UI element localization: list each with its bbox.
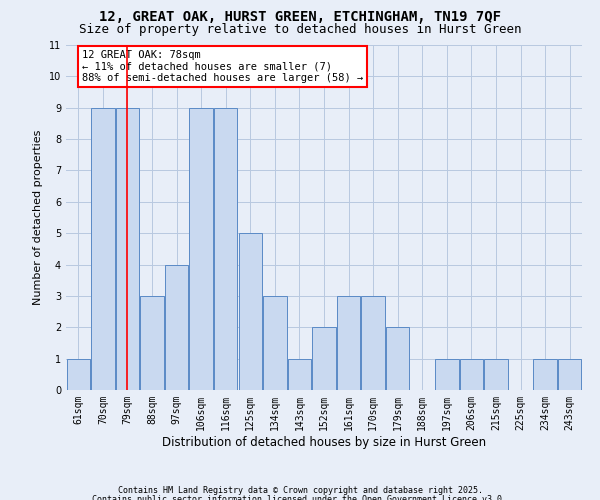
Bar [460,358,483,390]
Bar [288,358,311,390]
Bar [361,296,385,390]
Text: Contains public sector information licensed under the Open Government Licence v3: Contains public sector information licen… [92,495,508,500]
Bar [140,296,164,390]
Bar [337,296,360,390]
Y-axis label: Number of detached properties: Number of detached properties [34,130,43,305]
Bar [386,328,409,390]
Bar [533,358,557,390]
Bar [484,358,508,390]
Bar [435,358,458,390]
Text: Contains HM Land Registry data © Crown copyright and database right 2025.: Contains HM Land Registry data © Crown c… [118,486,482,495]
Bar [313,328,335,390]
Bar [190,108,213,390]
Bar [263,296,287,390]
Bar [214,108,238,390]
Bar [116,108,139,390]
Bar [67,358,90,390]
Text: 12, GREAT OAK, HURST GREEN, ETCHINGHAM, TN19 7QF: 12, GREAT OAK, HURST GREEN, ETCHINGHAM, … [99,10,501,24]
Bar [558,358,581,390]
Text: 12 GREAT OAK: 78sqm
← 11% of detached houses are smaller (7)
88% of semi-detache: 12 GREAT OAK: 78sqm ← 11% of detached ho… [82,50,363,83]
Bar [91,108,115,390]
X-axis label: Distribution of detached houses by size in Hurst Green: Distribution of detached houses by size … [162,436,486,448]
Text: Size of property relative to detached houses in Hurst Green: Size of property relative to detached ho… [79,22,521,36]
Bar [165,264,188,390]
Bar [239,233,262,390]
